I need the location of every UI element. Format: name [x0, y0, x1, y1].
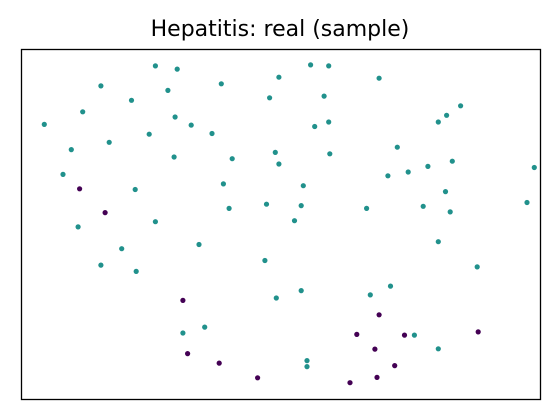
- scatter-point: [98, 83, 104, 89]
- scatter-point: [262, 257, 268, 264]
- scatter-point: [374, 374, 380, 380]
- scatter-point: [229, 156, 235, 162]
- scatter-point: [298, 288, 304, 294]
- scatter-point: [60, 171, 66, 177]
- scatter-point: [312, 123, 318, 130]
- scatter-point: [75, 224, 81, 230]
- scatter-point: [326, 119, 332, 125]
- scatter-point: [152, 63, 158, 69]
- scatter-point: [394, 144, 400, 150]
- scatter-point: [326, 63, 332, 69]
- scatter-point: [531, 164, 537, 171]
- scatter-point: [80, 109, 86, 115]
- scatter-point: [425, 163, 431, 169]
- scatter-point: [119, 246, 125, 252]
- scatter-point: [220, 181, 226, 187]
- scatter-point: [171, 154, 177, 160]
- scatter-point: [435, 346, 441, 352]
- scatter-point: [304, 358, 310, 364]
- scatter-point: [98, 262, 104, 268]
- scatter-point: [128, 97, 135, 103]
- scatter-point: [401, 332, 408, 338]
- scatter-point: [196, 241, 202, 248]
- scatter-point: [255, 375, 261, 381]
- scatter-point: [188, 122, 194, 128]
- scatter-point: [376, 75, 382, 81]
- scatter-point: [202, 324, 208, 330]
- plot-frame: [20, 48, 542, 401]
- scatter-point: [321, 93, 327, 99]
- scatter-point: [474, 264, 480, 270]
- scatter-point: [367, 292, 373, 298]
- scatter-point: [449, 158, 455, 164]
- scatter-point: [392, 363, 398, 369]
- points-layer: [41, 62, 537, 386]
- scatter-point: [216, 360, 222, 366]
- scatter-point: [372, 346, 378, 352]
- scatter-point: [106, 139, 112, 145]
- scatter-point: [304, 364, 310, 370]
- scatter-point: [226, 205, 232, 211]
- scatter-point: [354, 331, 360, 337]
- scatter-point: [298, 203, 304, 209]
- scatter-point: [385, 173, 391, 179]
- scatter-point: [102, 210, 108, 216]
- scatter-point: [405, 169, 411, 175]
- scatter-point: [411, 332, 417, 338]
- scatter-point: [218, 81, 224, 87]
- scatter-point: [327, 151, 333, 157]
- scatter-point: [442, 189, 449, 195]
- scatter-point: [444, 112, 450, 118]
- scatter-point: [273, 295, 279, 301]
- scatter-point: [41, 121, 47, 127]
- scatter-point: [68, 147, 74, 153]
- scatter-point: [77, 186, 83, 192]
- scatter-point: [387, 283, 394, 289]
- scatter-point: [435, 239, 441, 245]
- scatter-point: [524, 199, 530, 206]
- scatter-point: [300, 183, 306, 189]
- scatter-point: [165, 87, 171, 93]
- scatter-point: [276, 74, 282, 80]
- scatter-point: [133, 268, 139, 274]
- scatter-point: [475, 329, 481, 335]
- scatter-point: [435, 119, 441, 125]
- scatter-point: [347, 380, 353, 386]
- scatter-point: [276, 161, 282, 167]
- scatter-point: [272, 149, 278, 155]
- scatter-point: [172, 114, 178, 120]
- scatter-point: [263, 201, 270, 207]
- scatter-point: [174, 66, 180, 72]
- scatter-point: [180, 297, 186, 303]
- scatter-point: [209, 130, 215, 137]
- scatter-point: [152, 219, 158, 225]
- chart-title: Hepatitis: real (sample): [150, 17, 410, 42]
- scatter-point: [146, 131, 152, 137]
- scatter-point: [132, 186, 138, 193]
- scatter-point: [376, 312, 382, 318]
- scatter-point: [267, 95, 273, 101]
- scatter-point: [308, 62, 314, 68]
- scatter-point: [185, 351, 191, 357]
- scatter-point: [447, 209, 453, 215]
- scatter-point: [420, 203, 426, 209]
- scatter-point: [364, 205, 370, 211]
- scatter-point: [180, 330, 186, 336]
- scatter-point: [291, 218, 298, 224]
- scatter-point: [458, 103, 464, 109]
